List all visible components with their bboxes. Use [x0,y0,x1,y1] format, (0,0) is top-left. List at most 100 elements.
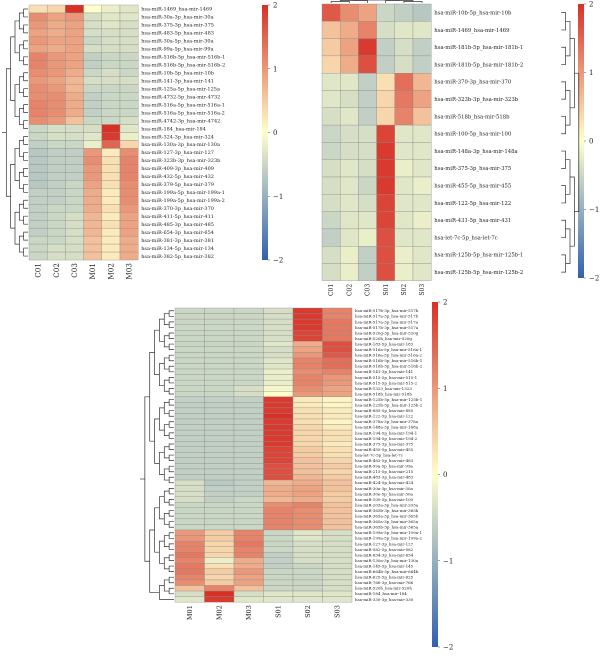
row-dendrogram-branch [23,104,28,113]
heatmap-cell [204,524,235,531]
heatmap-cell [83,148,102,157]
heatmap-cell [47,212,66,221]
heatmap-cell [204,518,235,525]
heatmap-cell [412,73,432,91]
row-dendrogram-branch [168,310,174,317]
heatmap-cell [394,246,414,264]
heatmap-cell [83,116,102,125]
heatmap-cell [47,188,66,197]
heatmap-cell [321,142,341,160]
heatmap-cell [174,429,205,436]
heatmap-cell [119,76,139,85]
heatmap-cell [83,4,102,14]
heatmap-cell [204,490,235,497]
heatmap-cell [204,441,235,447]
heatmap-cell [292,496,323,503]
row-label: hsa-miR-194-5p_hsa-mir-194-2 [355,436,418,441]
heatmap-cell [204,352,235,359]
heatmap-cell [358,246,377,264]
heatmap-cell [28,140,48,149]
heatmap-cell [233,552,264,558]
heatmap-cell [65,108,84,117]
heatmap-cell [204,391,235,397]
heatmap-cell [322,385,353,392]
heatmap-cell [263,540,294,547]
heatmap-cell [412,263,432,281]
heatmap-cell [292,424,323,431]
row-label: hsa-miR-30e-5p_hsa-mir-30a [355,491,414,496]
heatmap-cell [233,568,264,575]
heatmap-cell [83,140,102,149]
heatmap-cell [65,188,84,197]
row-dendrogram-branch [561,150,566,169]
heatmap-cell [322,485,353,492]
heatmap-cell [204,385,235,392]
heatmap-cell [65,148,84,157]
heatmap-cell [233,490,264,497]
heatmap-cell [174,485,205,492]
row-dendrogram-branch [154,418,160,464]
heatmap-cell [233,474,264,481]
heatmap-cell [340,55,359,74]
row-dendrogram-branch [23,136,28,145]
heatmap-cell [358,21,377,39]
row-dendrogram-branch [168,365,174,373]
row-label: hsa-miR-100-5p_hsa-mir-100 [434,132,512,138]
row-dendrogram-branch [163,424,170,436]
row-dendrogram-branch [565,228,571,264]
heatmap-cell [322,563,353,570]
heatmap-cell [204,590,235,597]
heatmap-cell [101,204,121,213]
row-label: hsa-miR-365a-3p_hsa-mir-365a [355,519,419,524]
heatmap-cell [233,557,264,564]
heatmap-cell [292,363,323,370]
row-label: hsa-miR-141-3p_hsa-mir-141 [141,78,214,84]
heatmap-cell [322,307,353,314]
row-label: hsa-miR-483-3p_hsa-mir-483 [355,475,414,480]
heatmap-cell [322,374,353,381]
heatmap-cell [233,318,264,325]
heatmap-cell [322,490,353,497]
heatmap-cell [394,176,414,195]
heatmap-cell [322,413,353,420]
heatmap-cell [204,402,235,409]
heatmap-cell [233,468,264,475]
row-label: hsa-miR-215-5p_hsa-mir-215 [355,469,414,474]
heatmap-cell [233,413,264,420]
heatmap-panel-2: hsa-miR-10b-5p_hsa-mir-10b hsa-miR-1469_h… [321,0,599,296]
heatmap-cell [263,529,294,536]
row-dendrogram-branch [168,388,174,395]
heatmap-cell [322,524,353,531]
heatmap-cell [322,546,353,553]
heatmap-cell [394,211,414,230]
heatmap-cell [204,324,235,331]
heatmap-cell [292,568,323,575]
heatmap-cell [322,324,353,331]
heatmap-cell [233,368,264,375]
heatmap-cell [233,324,264,331]
row-label: hsa-miR-122-5p_hsa-mir-122 [434,201,511,207]
heatmap-cell [263,424,294,431]
heatmap-cell [174,346,205,353]
row-dendrogram-branch [23,247,28,257]
heatmap-cell [322,529,353,536]
column-label: S02 [401,284,408,296]
heatmap-cell [101,124,121,133]
heatmap-cell [174,335,205,342]
column-dendrogram-root [353,0,400,1]
row-dendrogram-branch [168,576,174,584]
heatmap-cell [174,330,205,336]
heatmap-cell [28,180,48,189]
heatmap-cell [47,92,66,101]
heatmap-cell [263,418,294,425]
row-label: hsa-miR-424-5p_hsa-mir-424 [355,480,414,485]
heatmap-cell [28,212,48,221]
heatmap-cell [28,60,48,69]
heatmap-cell [28,12,48,22]
row-label: hsa-miR-516b-5p_hsa-mir-516b-1 [355,358,422,363]
heatmap-cell [321,263,341,281]
heatmap-cell [233,346,264,353]
heatmap-cell [174,352,205,359]
heatmap-cell [394,38,414,57]
heatmap-cell [322,496,353,503]
